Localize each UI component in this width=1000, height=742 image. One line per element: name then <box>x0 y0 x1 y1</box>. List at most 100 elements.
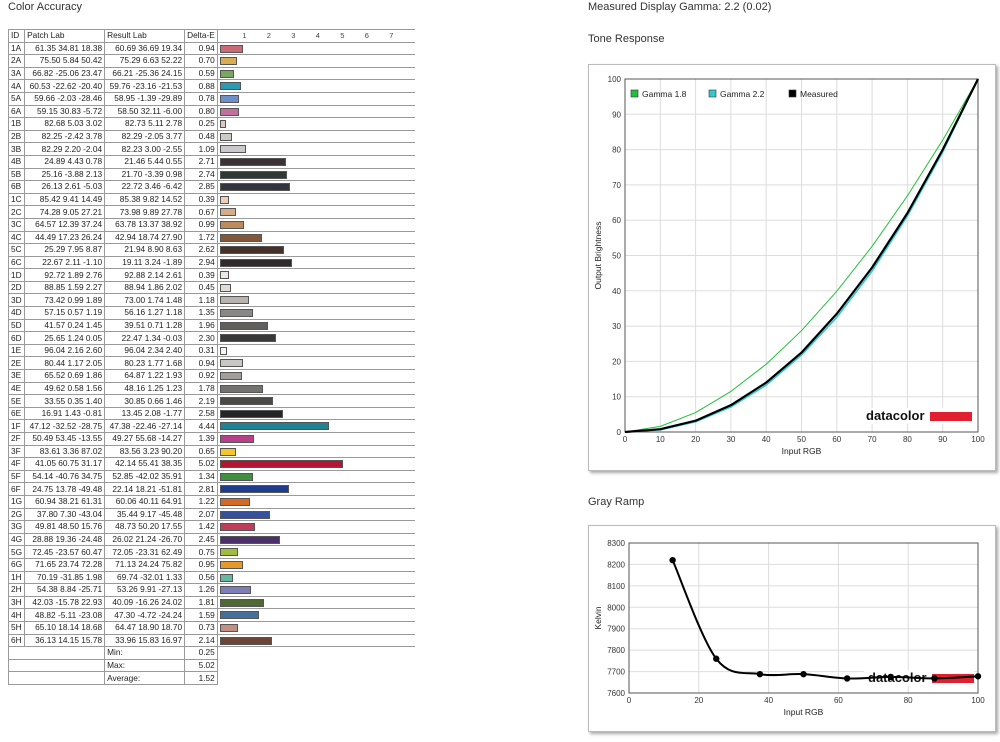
delta-e-bar-cell <box>216 595 416 610</box>
patch-id: 1D <box>7 268 26 282</box>
delta-e-value: 5.02 <box>184 457 218 471</box>
delta-e-bar <box>219 535 280 544</box>
patch-lab: 66.82 -25.06 23.47 <box>24 66 106 81</box>
kelvin-point <box>974 673 982 680</box>
plot-area <box>629 543 978 693</box>
delta-e-bar <box>219 485 289 494</box>
patch-id: 4A <box>7 79 26 93</box>
result-lab: 47.30 -4.72 -24.24 <box>104 608 186 622</box>
delta-e-bar-cell <box>216 545 416 559</box>
result-lab: 80.23 1.77 1.68 <box>104 356 186 371</box>
table-row: 6A 59.15 30.83 -5.72 58.50 32.11 -6.00 0.80 <box>7 104 416 119</box>
patch-lab: 61.35 34.81 18.38 <box>24 41 106 56</box>
patch-lab: 48.82 -5.11 -23.08 <box>24 608 106 622</box>
kelvin-point <box>887 673 894 681</box>
gray-ramp-title: Gray Ramp <box>588 496 645 508</box>
x-tick-label: 40 <box>762 435 771 444</box>
patch-lab: 49.62 0.58 1.56 <box>24 381 106 396</box>
delta-e-bar-cell <box>216 91 416 106</box>
delta-e-value: 2.62 <box>184 243 218 257</box>
result-lab: 52.85 -42.02 35.91 <box>104 469 186 484</box>
delta-e-value: 1.81 <box>184 595 218 610</box>
delta-e-bar <box>219 44 243 53</box>
delta-e-bar <box>219 271 230 280</box>
delta-e-value: 0.56 <box>184 570 218 585</box>
result-lab: 64.47 18.90 18.70 <box>104 620 186 635</box>
result-lab: 69.74 -32.01 1.33 <box>104 570 186 585</box>
patch-id: 5G <box>7 545 26 559</box>
delta-e-value: 0.88 <box>184 79 218 93</box>
delta-e-value: 0.25 <box>184 117 218 131</box>
table-row: 2F 50.49 53.45 -13.55 49.27 55.68 -14.27 1.… <box>7 432 416 446</box>
delta-e-bar-cell <box>216 494 416 509</box>
patch-id: 1F <box>7 419 26 433</box>
delta-e-value: 2.74 <box>184 167 218 182</box>
table-row: 4B 24.89 4.43 0.78 21.46 5.44 0.55 2.71 <box>7 154 416 169</box>
result-lab: 35.44 9.17 -45.48 <box>104 507 186 522</box>
x-tick-label: 90 <box>938 435 947 444</box>
summary-label: Max: <box>104 658 186 673</box>
summary-blank <box>217 647 415 660</box>
table-row: 4F 41.05 60.75 31.17 42.14 55.41 38.35 5.02 <box>7 457 416 471</box>
delta-e-value: 1.09 <box>184 142 218 156</box>
patch-id: 2F <box>7 432 26 446</box>
delta-e-bar <box>219 183 290 192</box>
y-tick-label: 50 <box>612 252 621 261</box>
tone-response-panel: 0 10 20 30 40 50 60 70 80 90 100 0 10 20 30 40 50 60 70 80 9… <box>588 64 996 471</box>
series-line-measured <box>624 78 979 434</box>
patch-id: 5H <box>7 620 26 635</box>
scale-tick-label: 3 <box>291 31 296 40</box>
result-lab: 83.56 3.23 90.20 <box>104 444 186 459</box>
kelvin-point <box>800 670 807 678</box>
delta-e-bar-cell <box>216 205 416 219</box>
patch-lab: 80.44 1.17 2.05 <box>24 356 106 371</box>
delta-e-value: 1.72 <box>184 230 218 245</box>
result-lab: 63.78 13.37 38.92 <box>104 217 186 232</box>
patch-lab: 36.13 14.15 15.78 <box>24 633 106 648</box>
color-accuracy-title: Color Accuracy <box>8 1 82 13</box>
delta-e-bar-cell <box>216 180 416 194</box>
delta-e-bar <box>219 384 264 393</box>
x-tick-label: 80 <box>904 696 913 705</box>
result-lab: 13.45 2.08 -1.77 <box>104 406 186 421</box>
result-lab: 73.98 9.89 27.78 <box>104 205 186 219</box>
patch-id: 5C <box>7 243 26 257</box>
delta-e-bar-cell <box>216 41 416 56</box>
delta-e-bar <box>219 107 240 116</box>
column-header: Delta-E <box>184 29 218 43</box>
y-tick-label: 8000 <box>607 603 625 612</box>
patch-lab: 47.12 -32.52 -28.75 <box>24 419 106 433</box>
x-tick-label: 70 <box>868 435 877 444</box>
summary-row: Min: 0.25 <box>7 646 416 660</box>
summary-blank <box>7 646 25 660</box>
summary-label: Min: <box>104 646 186 660</box>
delta-e-bar-cell <box>216 66 416 81</box>
patch-lab: 25.65 1.24 0.05 <box>24 331 106 345</box>
y-tick-label: 0 <box>617 428 622 437</box>
y-tick-label: 100 <box>608 75 622 84</box>
summary-blank <box>217 659 415 672</box>
delta-e-bar-cell <box>216 620 416 635</box>
delta-e-value: 2.30 <box>184 331 218 345</box>
delta-e-bar <box>219 208 237 217</box>
delta-e-bar <box>219 623 238 632</box>
delta-e-bar-cell <box>216 54 416 68</box>
patch-id: 4B <box>7 154 26 169</box>
y-tick-label: 8100 <box>607 582 625 591</box>
delta-e-bar-cell <box>216 217 416 232</box>
delta-e-bar <box>219 309 253 318</box>
patch-lab: 83.61 3.36 87.02 <box>24 444 106 459</box>
delta-e-value: 1.35 <box>184 306 218 320</box>
delta-e-value: 0.45 <box>184 280 218 295</box>
delta-e-bar-cell <box>216 331 416 345</box>
result-lab: 48.16 1.25 1.23 <box>104 381 186 396</box>
table-header-row: ID Patch Lab Result Lab Delta-E 1 2 3 4 5 6 7 <box>7 29 416 43</box>
delta-e-value: 2.81 <box>184 482 218 496</box>
delta-e-value: 0.70 <box>184 54 218 68</box>
patch-id: 5B <box>7 167 26 182</box>
column-header: ID <box>7 29 26 43</box>
column-header: Patch Lab <box>24 29 106 43</box>
patch-id: 5F <box>7 469 26 484</box>
x-tick-label: 60 <box>834 696 843 705</box>
delta-e-bar <box>219 283 231 292</box>
